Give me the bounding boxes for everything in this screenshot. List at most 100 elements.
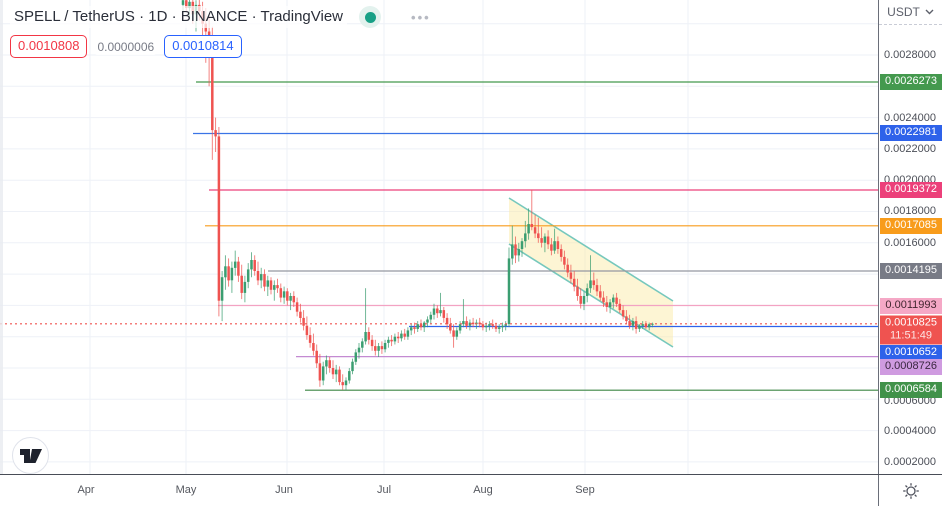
candle-body: [442, 310, 446, 318]
month-label: Jun: [275, 484, 293, 496]
candle-body: [321, 366, 325, 381]
candle-body: [569, 272, 573, 279]
tradingview-logo[interactable]: [12, 437, 49, 474]
price-tick-label: 0.0016000: [884, 237, 936, 249]
chart-canvas: [0, 0, 878, 474]
candle-body: [615, 297, 618, 304]
candle-body: [338, 369, 341, 383]
symbol-title[interactable]: SPELL / TetherUS · 1D · BINANCE · Tradin…: [10, 6, 348, 28]
candle-body: [351, 361, 354, 372]
price-level-label[interactable]: 0.0006584: [880, 382, 942, 398]
candle-body: [273, 285, 276, 290]
candle-body: [605, 302, 609, 307]
candle-body: [422, 322, 426, 328]
month-label: Apr: [77, 484, 95, 496]
price-level-label[interactable]: 0.0014195: [880, 263, 942, 279]
countdown-timer: 11:51:49: [889, 329, 932, 342]
more-icon[interactable]: •••: [411, 9, 431, 25]
candle-body: [230, 267, 234, 281]
candle-body: [387, 339, 390, 343]
price-level-label[interactable]: 0.0026273: [880, 74, 942, 90]
price-axis[interactable]: USDT 0.0028000 0.0024000 0.0022000 0.002000…: [878, 0, 942, 474]
candle-body: [540, 238, 543, 243]
market-open-dot-icon: [364, 11, 376, 23]
candle-body: [638, 325, 641, 329]
candle-body: [286, 291, 289, 301]
candle-body: [481, 324, 485, 328]
bid-ask-row: 0.0010808 0.0000006 0.0010814: [10, 35, 431, 58]
candle-body: [572, 278, 576, 287]
price-level-label[interactable]: 0.0011993: [880, 298, 942, 314]
candle-body: [429, 314, 433, 320]
candle-body: [426, 319, 429, 323]
candle-body: [445, 317, 449, 325]
candle-body: [396, 336, 400, 339]
ask-price[interactable]: 0.0010814: [164, 35, 242, 58]
channel-bottom-line: [508, 243, 674, 348]
candle-body: [497, 327, 501, 329]
candle-body: [328, 360, 331, 368]
candle-body: [419, 324, 423, 328]
candle-body: [233, 261, 237, 268]
candle-body: [331, 368, 335, 375]
price-level-label[interactable]: 0.0019372: [880, 182, 942, 198]
price-pane[interactable]: [0, 0, 878, 474]
candle-body: [364, 332, 367, 342]
candle-body: [494, 325, 498, 329]
candle-body: [511, 244, 514, 259]
candle-body: [471, 322, 475, 325]
current-price-value: 0.0010825: [885, 316, 937, 329]
candle-body: [550, 244, 553, 251]
candle-body: [533, 227, 537, 234]
currency-button[interactable]: USDT: [879, 0, 942, 25]
month-label: May: [175, 484, 197, 496]
price-level-label[interactable]: 0.0017085: [880, 218, 942, 234]
candle-body: [631, 321, 635, 326]
candle-body: [452, 330, 455, 337]
candle-body: [507, 258, 511, 325]
candle-body: [439, 310, 442, 314]
price-tick-label: 0.0018000: [884, 205, 936, 217]
price-level-label[interactable]: 0.0022981: [880, 125, 942, 141]
bid-price[interactable]: 0.0010808: [10, 35, 88, 58]
candle-body: [514, 244, 517, 256]
month-label: Jul: [376, 484, 392, 496]
price-tick-label: 0.0004000: [884, 425, 936, 437]
candle-body: [409, 327, 413, 331]
candle-body: [217, 136, 221, 301]
candle-body: [625, 316, 628, 322]
candle-body: [449, 324, 452, 331]
settings-gear-cell[interactable]: [878, 475, 942, 506]
candle-body: [243, 281, 247, 293]
gear-icon: [902, 482, 919, 499]
candle-body: [589, 280, 592, 289]
candle-body: [563, 256, 566, 265]
candle-body: [312, 343, 315, 351]
candle-body: [556, 241, 560, 249]
price-tick-label: 0.0024000: [884, 112, 936, 124]
candle-body: [527, 224, 530, 234]
candle-body: [595, 285, 599, 292]
candle-body: [308, 335, 312, 343]
candle-body: [266, 280, 270, 287]
price-level-label[interactable]: 0.0010652: [880, 345, 942, 361]
candle-body: [612, 297, 615, 303]
candle-body: [341, 382, 344, 386]
candle-body: [181, 0, 185, 5]
candle-body: [628, 321, 631, 326]
candle-body: [374, 346, 377, 351]
candle-body: [279, 288, 283, 298]
candle-body: [651, 323, 654, 325]
time-axis[interactable]: Apr May Jun Jul Aug Sep: [0, 474, 942, 506]
candle-body: [227, 266, 230, 281]
candle-body: [592, 280, 596, 286]
symbol-legend: SPELL / TetherUS · 1D · BINANCE · Tradin…: [10, 6, 431, 58]
candle-body: [400, 333, 403, 339]
candle-body: [436, 308, 439, 314]
market-status-icon: [359, 6, 382, 28]
candle-body: [524, 233, 527, 242]
candle-body: [224, 266, 227, 278]
price-tick-label: 0.0006000: [884, 395, 936, 407]
price-level-label[interactable]: 0.0008726: [880, 359, 942, 375]
candle-body: [559, 249, 563, 257]
